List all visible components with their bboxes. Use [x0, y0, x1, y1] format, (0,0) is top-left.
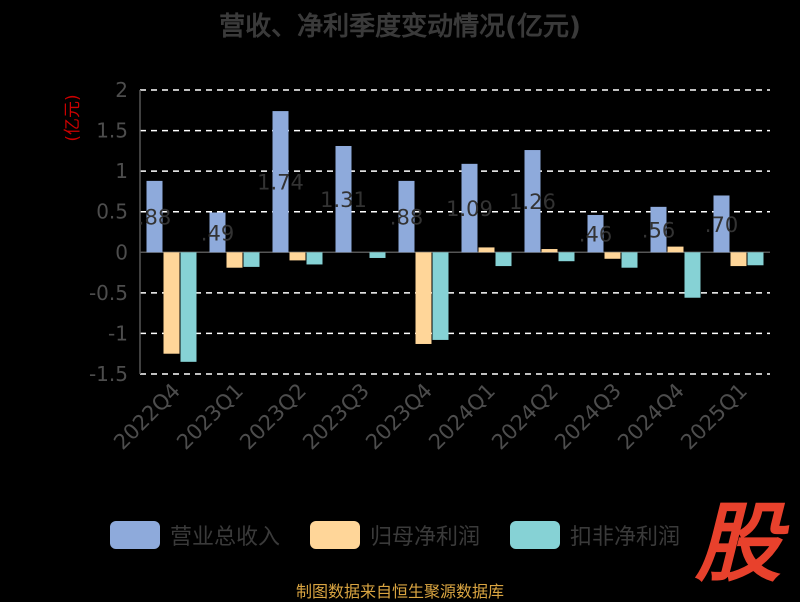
y-tick-label: -1: [108, 321, 128, 345]
x-tick-label: 2023Q2: [235, 379, 311, 455]
bar-deducted-profit[interactable]: [621, 252, 638, 268]
legend-label-deducted-profit: 扣非净利润: [570, 525, 681, 550]
y-tick-label: 2: [115, 78, 128, 102]
chart-title: 营收、净利季度变动情况(亿元): [219, 12, 581, 42]
legend-item-revenue[interactable]: 营业总收入: [110, 518, 280, 552]
data-label-revenue: .56: [642, 219, 675, 243]
bar-net-profit[interactable]: [415, 252, 432, 344]
bar-deducted-profit[interactable]: [306, 252, 323, 265]
y-tick-label: -0.5: [89, 281, 128, 305]
data-label-revenue: 1.09: [446, 197, 493, 221]
bar-net-profit[interactable]: [289, 252, 306, 261]
bars: [146, 111, 764, 362]
data-label-revenue: .70: [705, 213, 738, 237]
bar-deducted-profit[interactable]: [180, 252, 197, 362]
y-tick-label: -1.5: [89, 362, 128, 386]
bar-revenue[interactable]: [587, 214, 604, 253]
bar-net-profit[interactable]: [478, 247, 495, 253]
bar-deducted-profit[interactable]: [369, 252, 386, 258]
bar-net-profit[interactable]: [226, 252, 243, 268]
bar-revenue[interactable]: [335, 145, 352, 253]
bar-net-profit[interactable]: [604, 252, 621, 259]
bar-revenue[interactable]: [650, 206, 667, 253]
x-tick-label: 2024Q4: [613, 379, 689, 455]
y-tick-label: 1.5: [96, 119, 128, 143]
bar-deducted-profit[interactable]: [747, 252, 764, 266]
bar-revenue[interactable]: [209, 212, 226, 253]
y-tick-label: 0: [115, 240, 128, 264]
bar-revenue[interactable]: [272, 111, 289, 253]
bar-net-profit[interactable]: [730, 252, 747, 267]
bar-net-profit[interactable]: [541, 249, 558, 253]
data-label-revenue: .88: [390, 206, 423, 230]
x-tick-label: 2024Q1: [424, 379, 500, 455]
x-tick-label: 2025Q1: [676, 379, 752, 455]
logo: 股: [695, 494, 781, 594]
bar-chart: 21.510.50-0.5-1-1.52022Q42023Q12023Q2202…: [63, 78, 770, 455]
x-tick-label: 2023Q4: [361, 379, 437, 455]
legend: 营业总收入 归母净利润 扣非净利润: [0, 518, 800, 552]
source-note: 制图数据来自恒生聚源数据库: [295, 582, 504, 601]
bar-deducted-profit[interactable]: [243, 252, 260, 267]
legend-swatch-revenue: [110, 521, 160, 549]
y-tick-label: 0.5: [96, 200, 128, 224]
bar-revenue[interactable]: [713, 195, 730, 253]
bar-net-profit[interactable]: [163, 252, 180, 354]
y-axis-label: (亿元): [63, 94, 83, 141]
bar-deducted-profit[interactable]: [684, 252, 701, 298]
bar-deducted-profit[interactable]: [558, 252, 575, 262]
bar-revenue[interactable]: [524, 150, 541, 253]
x-tick-label: 2023Q3: [298, 379, 374, 455]
x-tick-label: 2023Q1: [172, 379, 248, 455]
legend-item-net-profit[interactable]: 归母净利润: [310, 518, 480, 552]
x-tick-label: 2022Q4: [109, 379, 185, 455]
x-tick-label: 2024Q3: [550, 379, 626, 455]
bar-deducted-profit[interactable]: [495, 252, 512, 267]
data-label-revenue: 1.31: [320, 188, 367, 212]
bar-net-profit[interactable]: [667, 246, 684, 253]
y-tick-label: 1: [115, 159, 128, 183]
data-label-revenue: .88: [138, 206, 171, 230]
bar-revenue[interactable]: [398, 180, 415, 253]
legend-label-revenue: 营业总收入: [170, 525, 281, 550]
legend-swatch-net-profit: [310, 521, 360, 549]
x-tick-label: 2024Q2: [487, 379, 563, 455]
grid-lines: [140, 89, 770, 375]
data-label-revenue: 1.74: [257, 171, 304, 195]
legend-swatch-deducted-profit: [510, 521, 560, 549]
legend-item-deducted-profit[interactable]: 扣非净利润: [510, 518, 680, 552]
data-label-revenue: 1.26: [509, 190, 556, 214]
bar-revenue[interactable]: [146, 180, 163, 253]
data-label-revenue: .46: [579, 223, 612, 247]
legend-label-net-profit: 归母净利润: [370, 525, 481, 550]
bar-revenue[interactable]: [461, 163, 478, 253]
data-label-revenue: .49: [201, 221, 234, 245]
data-labels: .88 .49 1.74 1.31 .88 1.09 1.26 .46 .56 .70: [138, 171, 738, 247]
bar-deducted-profit[interactable]: [432, 252, 449, 340]
